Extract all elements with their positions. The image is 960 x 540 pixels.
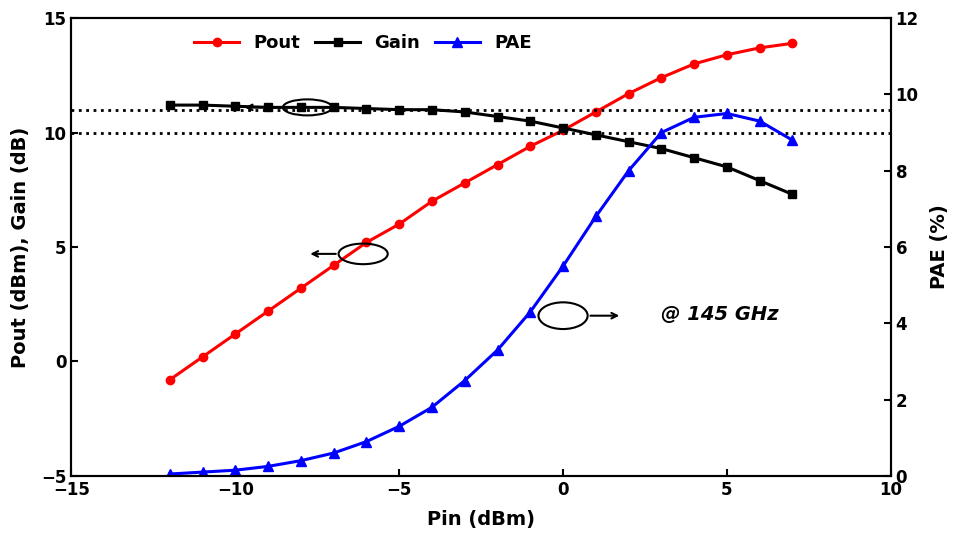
Gain bbox=[426, 106, 438, 113]
PAE bbox=[524, 309, 536, 315]
Legend: Pout, Gain, PAE: Pout, Gain, PAE bbox=[187, 27, 540, 59]
PAE bbox=[328, 450, 340, 456]
Pout bbox=[197, 354, 208, 360]
Y-axis label: PAE (%): PAE (%) bbox=[930, 205, 948, 289]
PAE bbox=[492, 347, 503, 353]
Pout bbox=[688, 60, 700, 67]
PAE bbox=[754, 118, 765, 124]
PAE bbox=[229, 467, 241, 474]
PAE bbox=[721, 110, 732, 117]
Y-axis label: Pout (dBm), Gain (dB): Pout (dBm), Gain (dB) bbox=[12, 126, 30, 368]
Gain bbox=[197, 102, 208, 109]
Gain bbox=[754, 178, 765, 184]
PAE bbox=[558, 263, 569, 269]
PAE bbox=[459, 377, 470, 384]
Gain bbox=[262, 104, 274, 111]
PAE bbox=[394, 423, 405, 429]
PAE bbox=[164, 471, 176, 477]
Line: Gain: Gain bbox=[166, 101, 797, 199]
Pout bbox=[361, 239, 372, 246]
Pout bbox=[459, 180, 470, 186]
Gain bbox=[459, 109, 470, 115]
Pout bbox=[590, 109, 602, 115]
Pout bbox=[229, 331, 241, 338]
Line: PAE: PAE bbox=[165, 109, 798, 479]
Gain bbox=[164, 102, 176, 109]
Pout bbox=[295, 285, 306, 292]
Pout bbox=[721, 51, 732, 58]
PAE bbox=[361, 438, 372, 445]
Text: @ 145 GHz: @ 145 GHz bbox=[661, 305, 779, 324]
Gain bbox=[656, 145, 667, 152]
PAE bbox=[623, 167, 635, 174]
Gain bbox=[361, 105, 372, 112]
Pout bbox=[492, 161, 503, 168]
PAE bbox=[197, 469, 208, 475]
Pout bbox=[328, 262, 340, 268]
X-axis label: Pin (dBm): Pin (dBm) bbox=[427, 510, 535, 529]
Gain bbox=[295, 104, 306, 111]
Gain bbox=[558, 125, 569, 131]
PAE bbox=[426, 404, 438, 410]
Pout bbox=[262, 308, 274, 314]
Pout bbox=[426, 198, 438, 205]
Gain bbox=[492, 113, 503, 120]
Gain bbox=[623, 138, 635, 145]
PAE bbox=[786, 137, 798, 144]
Pout bbox=[524, 143, 536, 150]
Gain bbox=[394, 106, 405, 113]
Pout bbox=[656, 75, 667, 81]
Gain bbox=[721, 164, 732, 170]
Gain bbox=[328, 104, 340, 111]
Pout bbox=[786, 40, 798, 46]
Pout bbox=[754, 45, 765, 51]
Line: Pout: Pout bbox=[166, 39, 797, 384]
Pout bbox=[558, 127, 569, 133]
PAE bbox=[262, 463, 274, 470]
Gain bbox=[786, 191, 798, 198]
Pout bbox=[623, 90, 635, 97]
Gain bbox=[688, 154, 700, 161]
Pout bbox=[394, 221, 405, 227]
PAE bbox=[688, 114, 700, 120]
PAE bbox=[590, 213, 602, 220]
Gain bbox=[524, 118, 536, 124]
PAE bbox=[295, 457, 306, 464]
Pout bbox=[164, 376, 176, 383]
Gain bbox=[229, 103, 241, 110]
PAE bbox=[656, 129, 667, 136]
Gain bbox=[590, 132, 602, 138]
